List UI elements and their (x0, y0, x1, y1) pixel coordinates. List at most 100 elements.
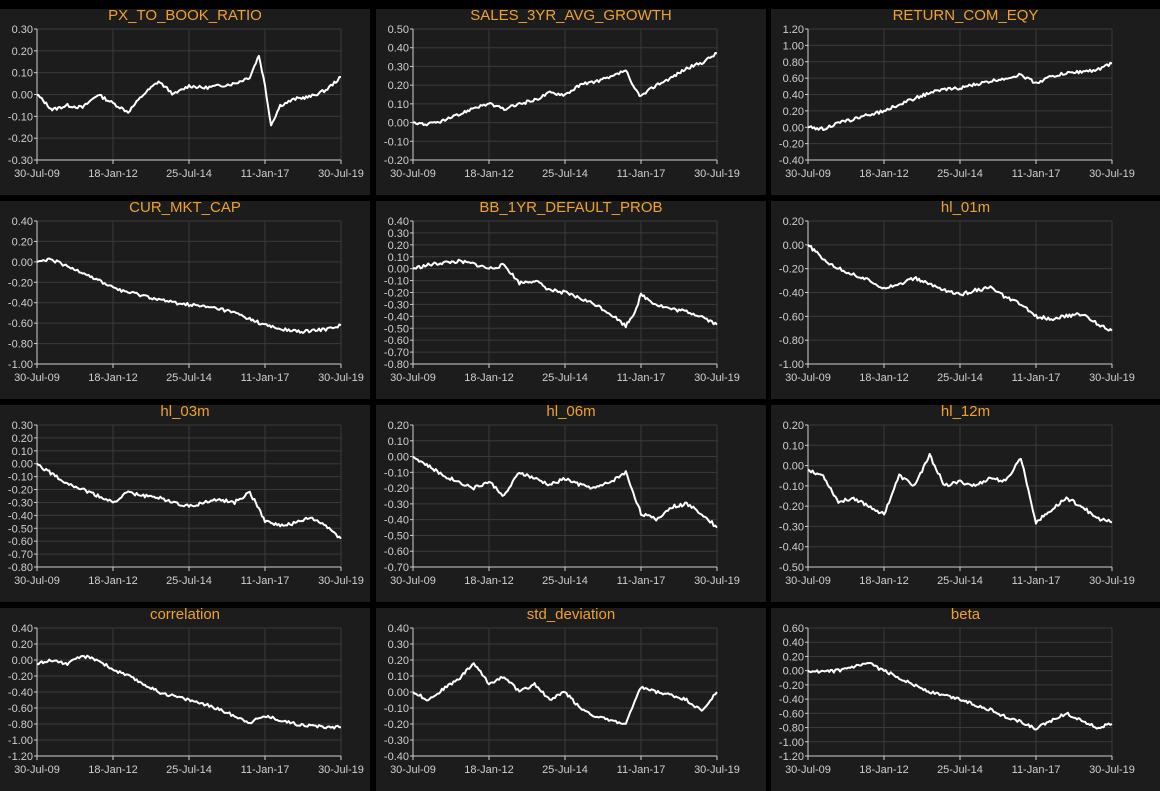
chart-svg: 0.200.00-0.20-0.40-0.60-0.80-1.0030-Jul-… (779, 216, 1135, 384)
y-tick-label: 0.00 (388, 687, 409, 699)
chart-title: SALES_3YR_AVG_GROWTH (470, 7, 672, 24)
x-tick-label: 25-Jul-14 (166, 168, 212, 180)
chart-panel-hl-03m: hl_03m 0.30 0.20 0.10 0.00 -0.10 -0.20 -0.30 -0.… (0, 403, 370, 602)
y-tick-label: 0.40 (12, 623, 33, 635)
y-tick-label: -0.40 (384, 751, 409, 763)
chart-title: PX_TO_BOOK_RATIO (108, 7, 262, 24)
chart-title: RETURN_COM_EQY (892, 7, 1039, 24)
x-tick-label: 30-Jul-19 (694, 764, 740, 776)
x-tick-label: 30-Jul-19 (694, 372, 740, 384)
x-tick-label: 11-Jan-17 (1012, 764, 1061, 776)
series-line-beta (807, 661, 1113, 731)
y-tick-label: -0.60 (779, 708, 804, 720)
y-tick-label: -0.70 (384, 562, 409, 574)
y-tick-label: -0.80 (779, 723, 804, 735)
y-tick-label: 0.10 (12, 68, 33, 80)
x-tick-label: 18-Jan-12 (464, 764, 514, 776)
y-tick-label: 0.40 (783, 90, 804, 102)
y-tick-label: 0.20 (783, 216, 804, 228)
x-tick-label: 25-Jul-14 (542, 575, 588, 587)
y-tick-label: -0.50 (384, 323, 409, 335)
x-tick-label: 11-Jan-17 (617, 575, 666, 587)
y-tick-label: 0.00 (783, 122, 804, 134)
y-tick-label: 0.00 (388, 452, 409, 464)
y-tick-label: -0.30 (384, 299, 409, 311)
y-tick-label: -0.10 (384, 276, 409, 288)
series-line-sales-3yr-avg-growth (412, 52, 718, 127)
y-tick-label: 0.00 (12, 90, 33, 102)
y-tick-label: -0.40 (8, 687, 33, 699)
series-line-cur-mkt-cap (36, 257, 342, 334)
x-tick-label: 30-Jul-09 (785, 764, 831, 776)
y-tick-label: -0.30 (779, 521, 804, 533)
y-tick-label: 0.30 (12, 24, 33, 36)
x-tick-label: 30-Jul-19 (694, 168, 740, 180)
y-tick-label: -0.50 (779, 562, 804, 574)
y-tick-label: -0.50 (384, 530, 409, 542)
y-tick-label: -0.40 (779, 288, 804, 300)
y-tick-label: 0.00 (783, 461, 804, 473)
x-tick-label: 30-Jul-09 (14, 372, 60, 384)
chart-panel-correlation: correlation 0.40 0.20 0.00 -0.20 -0.40 -0.60 -0… (0, 606, 370, 791)
y-tick-label: -0.70 (384, 347, 409, 359)
x-tick-label: 18-Jan-12 (464, 372, 514, 384)
chart-svg: 1.201.000.800.600.400.200.00-0.20-0.4030… (779, 24, 1135, 180)
y-tick-label: 0.00 (12, 655, 33, 667)
x-tick-label: 25-Jul-14 (166, 372, 212, 384)
chart-svg: 0.30 0.20 0.10 0.00 -0.10 -0.20 -0.3030-Jul-09… (8, 24, 364, 180)
x-tick-label: 30-Jul-09 (785, 168, 831, 180)
y-tick-label: 0.30 (12, 420, 33, 432)
x-tick-label: 30-Jul-09 (14, 764, 60, 776)
chart-svg: 0.300.200.100.00-0.10-0.20-0.30-0.40-0.5… (8, 420, 364, 587)
x-tick-label: 11-Jan-17 (241, 575, 290, 587)
series-line-bb-1yr-default-prob (412, 258, 718, 329)
x-tick-label: 11-Jan-17 (617, 764, 666, 776)
series-line-px-to-book-ratio (36, 54, 341, 127)
y-tick-label: -0.40 (384, 311, 409, 323)
x-tick-label: 30-Jul-09 (14, 168, 60, 180)
y-tick-label: -0.40 (779, 694, 804, 706)
x-tick-label: 30-Jul-19 (1089, 575, 1135, 587)
x-tick-label: 18-Jan-12 (859, 764, 909, 776)
y-tick-label: 1.20 (783, 24, 804, 36)
y-tick-label: 0.20 (12, 236, 33, 248)
series-line-correlation (36, 654, 341, 730)
x-tick-label: 25-Jul-14 (166, 764, 212, 776)
x-tick-label: 18-Jan-12 (464, 575, 514, 587)
y-tick-label: 0.40 (783, 637, 804, 649)
chart-svg: 0.200.100.00-0.10-0.20-0.30-0.40-0.5030-… (779, 420, 1135, 587)
y-tick-label: 0.20 (388, 420, 409, 432)
y-tick-label: 0.30 (388, 61, 409, 73)
y-tick-label: 0.60 (783, 73, 804, 85)
y-tick-label: 0.20 (12, 433, 33, 445)
y-tick-label: 0.10 (388, 436, 409, 448)
x-tick-label: 25-Jul-14 (542, 764, 588, 776)
x-tick-label: 18-Jan-12 (88, 575, 138, 587)
x-tick-label: 18-Jan-12 (464, 168, 514, 180)
x-tick-label: 11-Jan-17 (241, 372, 290, 384)
chart-svg: 0.400.200.00-0.20-0.40-0.60-0.80-1.0030-… (8, 216, 364, 384)
x-tick-label: 11-Jan-17 (241, 764, 290, 776)
series-line-hl-12m (807, 453, 1113, 525)
chart-panel-hl-01m: hl_01m 0.20 0.00 -0.20 -0.40 -0.60 -0.80 -1.00 3… (771, 199, 1160, 399)
x-tick-label: 30-Jul-19 (318, 168, 364, 180)
y-tick-label: 0.20 (388, 655, 409, 667)
y-tick-label: -0.20 (8, 133, 33, 145)
y-tick-label: 0.10 (388, 99, 409, 111)
chart-svg: 0.500.400.300.200.100.00-0.10-0.2030-Jul… (384, 24, 740, 180)
y-tick-label: -1.20 (8, 751, 33, 763)
chart-panel-hl-12m: hl_12m 0.20 0.10 0.00 -0.10 -0.20 -0.30 -0.40 -0… (771, 403, 1160, 602)
y-tick-label: -0.20 (384, 719, 409, 731)
y-tick-label: 0.20 (12, 46, 33, 58)
x-tick-label: 11-Jan-17 (1012, 168, 1061, 180)
y-tick-label: 0.20 (783, 420, 804, 432)
x-tick-label: 30-Jul-09 (14, 575, 60, 587)
x-tick-label: 18-Jan-12 (859, 372, 909, 384)
y-tick-label: -1.00 (8, 359, 33, 371)
y-tick-label: 0.10 (12, 446, 33, 458)
series-line-hl-03m (36, 462, 342, 540)
y-tick-label: -0.10 (779, 481, 804, 493)
y-tick-label: -0.40 (8, 510, 33, 522)
y-tick-label: 0.20 (783, 106, 804, 118)
x-tick-label: 30-Jul-09 (390, 764, 436, 776)
